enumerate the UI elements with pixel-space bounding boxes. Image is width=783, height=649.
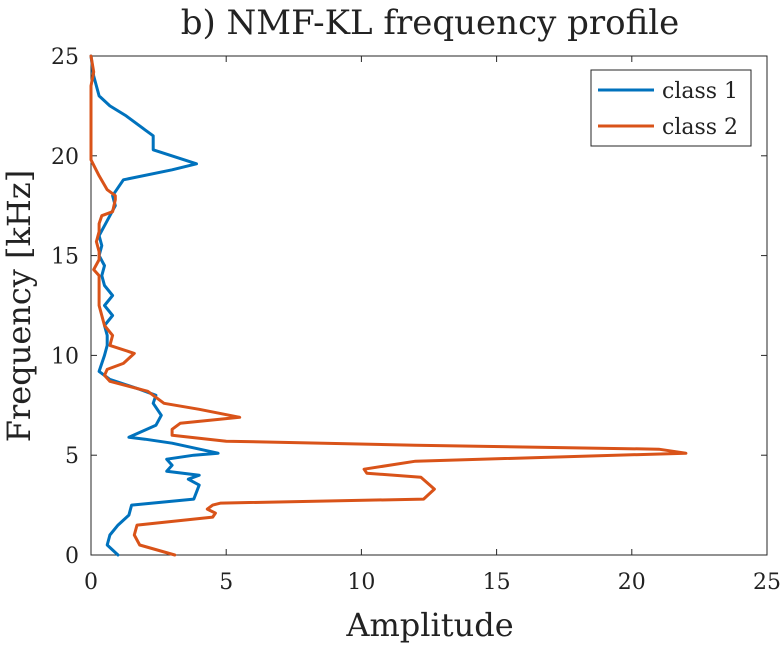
y-tick-label: 15 xyxy=(51,245,79,270)
x-tick-label: 15 xyxy=(483,570,511,595)
y-axis-label: Frequency [kHz] xyxy=(0,170,38,442)
x-tick-label: 25 xyxy=(753,570,781,595)
legend-label-class-1: class 1 xyxy=(662,79,738,104)
y-tick-label: 10 xyxy=(51,344,79,369)
series-line-class-1 xyxy=(89,54,220,557)
chart-title: b) NMF-KL frequency profile xyxy=(181,3,680,43)
legend-box xyxy=(590,69,752,147)
legend: class 1 class 2 xyxy=(590,69,752,147)
y-tick-label: 25 xyxy=(51,45,79,70)
ticks-layer: 0 5 10 15 20 25 0 5 10 15 20 25 xyxy=(51,45,781,595)
y-tick-label: 20 xyxy=(51,145,79,170)
x-tick-label: 0 xyxy=(84,570,98,595)
series-line-class-2 xyxy=(89,54,688,557)
x-tick-label: 20 xyxy=(618,570,646,595)
x-tick-label: 10 xyxy=(347,570,375,595)
y-tick-label: 0 xyxy=(65,544,79,569)
x-axis-label: Amplitude xyxy=(345,606,513,644)
series-lines xyxy=(89,54,688,557)
plot-frame xyxy=(90,55,768,556)
y-tick-label: 5 xyxy=(65,444,79,469)
x-tick-label: 5 xyxy=(219,570,233,595)
legend-label-class-2: class 2 xyxy=(662,115,738,140)
